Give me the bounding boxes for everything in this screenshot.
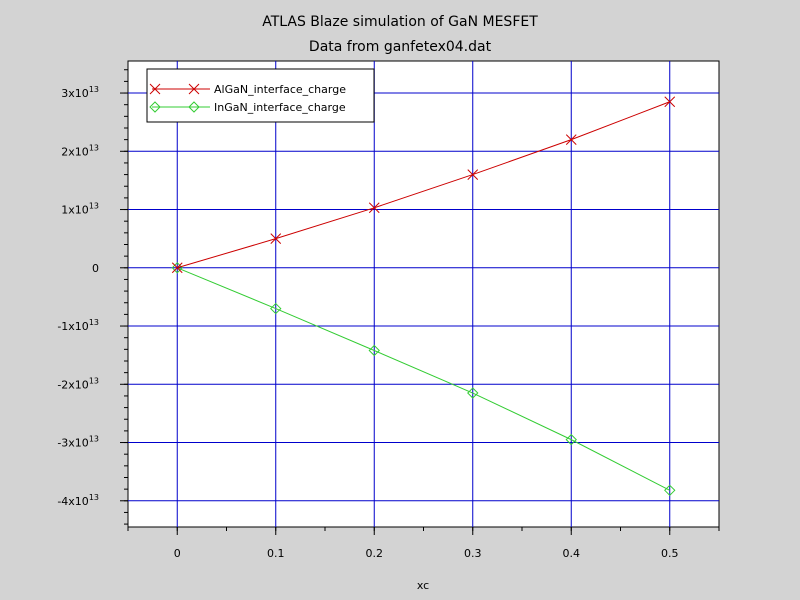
y-tick-exponent: 13 [89, 143, 99, 152]
data-point [467, 387, 479, 399]
y-tick-mantissa: -2x10 [57, 378, 88, 391]
y-tick-mantissa: -3x10 [57, 437, 88, 450]
legend-entry: InGaN_interface_charge [149, 101, 346, 114]
y-tick-mantissa: -1x10 [57, 320, 88, 333]
y-tick-label: 2x1013 [61, 143, 99, 158]
data-point [270, 302, 282, 315]
chart-subtitle: Data from ganfetex04.dat [309, 39, 492, 55]
chart-title: ATLAS Blaze simulation of GaN MESFET [262, 14, 538, 30]
series-1 [171, 262, 676, 497]
series-0 [171, 96, 676, 274]
x-tick-label: 0.4 [563, 547, 581, 560]
x-axis-label: xc [417, 579, 429, 592]
data-point [467, 169, 479, 180]
data-point [565, 134, 577, 145]
y-tick-exponent: 13 [89, 376, 99, 385]
legend-label: InGaN_interface_charge [214, 101, 346, 114]
y-tick-label: -4x1013 [57, 493, 99, 508]
y-tick-exponent: 13 [89, 85, 99, 94]
y-tick-exponent: 13 [89, 493, 99, 502]
data-point [565, 433, 577, 446]
y-tick-exponent: 13 [89, 318, 99, 327]
y-tick-label: -3x1013 [57, 435, 99, 450]
x-tick-label: 0.2 [366, 547, 384, 560]
legend-entry: AlGaN_interface_charge [149, 83, 346, 96]
y-tick-label: 0 [92, 262, 99, 275]
data-point [171, 262, 183, 274]
y-tick-label: 1x1013 [61, 202, 99, 217]
data-point [270, 233, 282, 245]
y-tick-label: -1x1013 [57, 318, 99, 333]
y-tick-label: -2x1013 [57, 376, 99, 391]
data-point [368, 344, 380, 357]
y-tick-mantissa: 0 [92, 262, 99, 275]
y-tick-mantissa: 3x10 [61, 87, 89, 100]
series-line [177, 267, 670, 491]
legend-marker [149, 101, 161, 113]
x-tick-label: 0 [174, 547, 181, 560]
series-line [177, 101, 670, 269]
data-point [664, 484, 676, 497]
y-tick-exponent: 13 [89, 202, 99, 211]
legend-marker [149, 83, 161, 95]
data-point [368, 202, 380, 214]
y-tick-labels: 3x10132x10131x10130-1x1013-2x1013-3x1013… [57, 85, 99, 508]
plot-area [127, 60, 720, 528]
y-tick-exponent: 13 [89, 435, 99, 444]
x-tick-label: 0.3 [464, 547, 482, 560]
legend: AlGaN_interface_charge InGaN_interface_ch… [146, 68, 375, 123]
axis-ticks [120, 69, 720, 535]
legend-label: AlGaN_interface_charge [214, 83, 346, 96]
y-tick-mantissa: 2x10 [61, 145, 89, 158]
x-tick-label: 0.5 [661, 547, 679, 560]
legend-box [146, 68, 375, 123]
y-tick-mantissa: -4x10 [57, 495, 88, 508]
grid-lines [128, 61, 719, 527]
data-point [664, 96, 676, 108]
series-layer [171, 96, 676, 497]
x-tick-label: 0.1 [267, 547, 285, 560]
y-tick-mantissa: 1x10 [61, 204, 89, 217]
y-tick-label: 3x1013 [61, 85, 99, 100]
x-tick-labels: 0 0.1 0.2 0.3 0.4 0.5 [174, 547, 679, 560]
data-point [171, 262, 183, 274]
legend-marker [188, 83, 200, 95]
legend-marker [188, 101, 200, 113]
